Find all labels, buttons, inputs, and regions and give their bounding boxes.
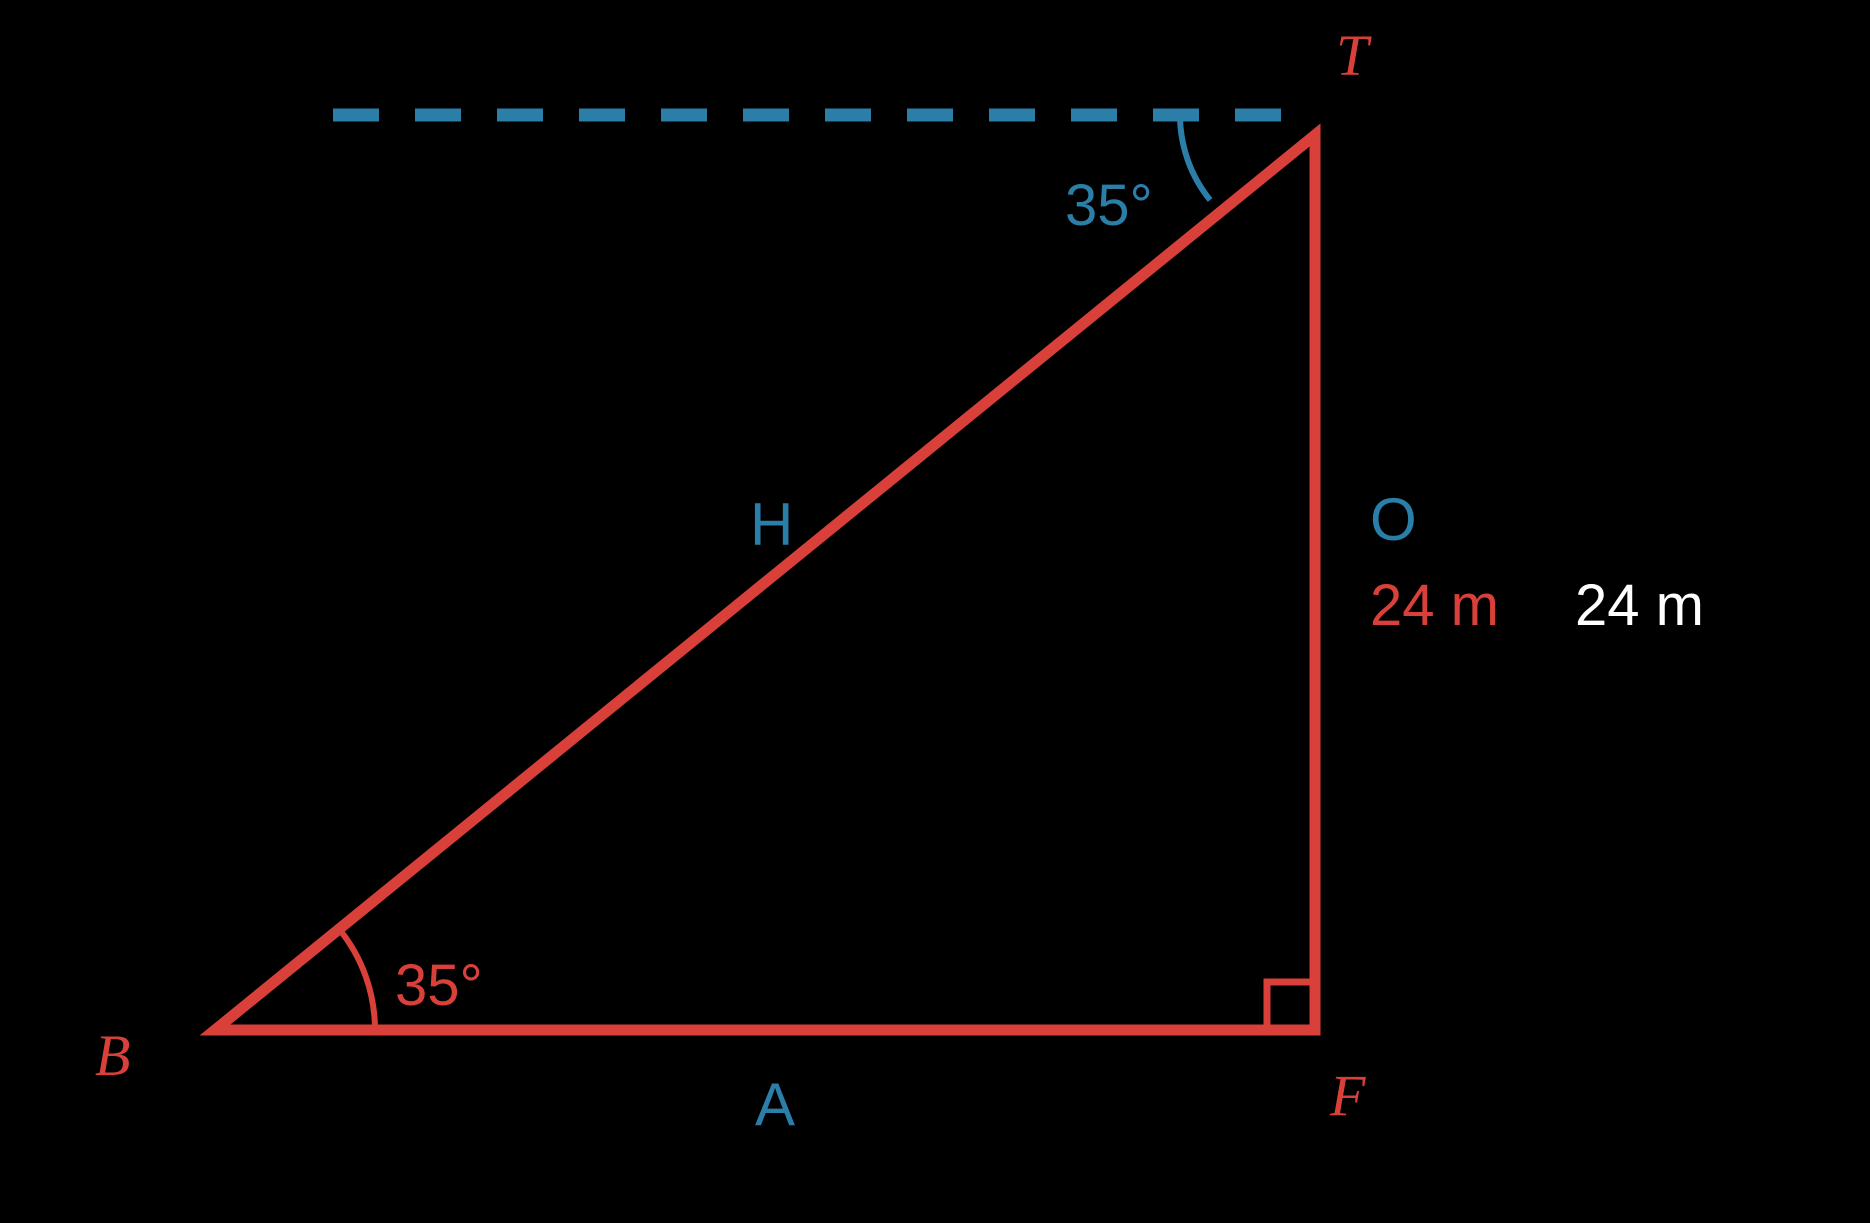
side-label-a: A xyxy=(755,1071,795,1138)
side-measure-tf: 24 m xyxy=(1370,573,1499,638)
side-label-o: O xyxy=(1370,486,1417,553)
right-angle-marker xyxy=(1267,982,1315,1030)
angle-arc-b xyxy=(339,929,375,1030)
vertex-label-b: B xyxy=(95,1023,130,1088)
angle-label-b: 35° xyxy=(395,953,483,1018)
vertex-label-f: F xyxy=(1329,1063,1366,1128)
vertex-label-t: T xyxy=(1336,23,1372,88)
angle-label-t: 35° xyxy=(1065,173,1153,238)
side-label-h: H xyxy=(750,491,793,558)
triangle-btf xyxy=(215,135,1315,1030)
angle-arc-t xyxy=(1180,115,1210,200)
outside-measure-tf: 24 m xyxy=(1575,573,1704,638)
